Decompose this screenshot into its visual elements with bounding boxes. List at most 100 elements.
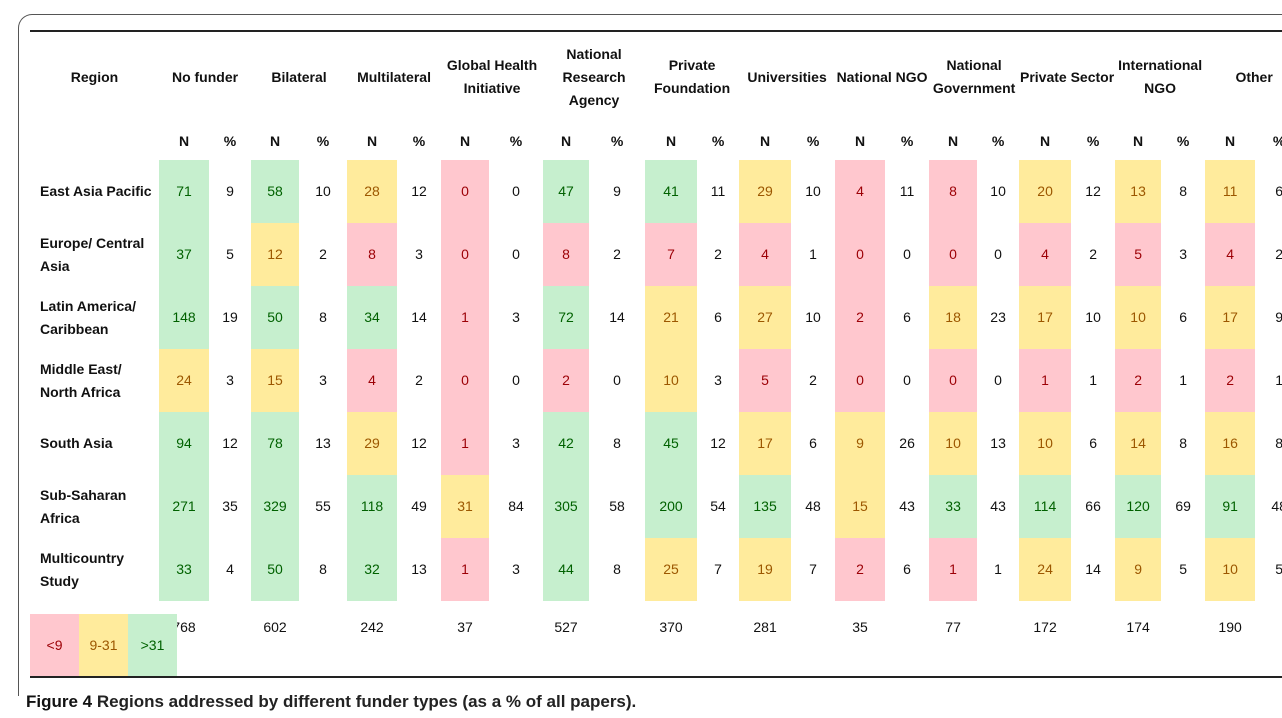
cell-pct: 12 bbox=[411, 435, 427, 451]
cell-n: 15 bbox=[835, 475, 886, 538]
blank bbox=[1071, 601, 1115, 653]
cell-pct: 0 bbox=[512, 183, 520, 199]
data-row: Latin America/ Caribbean 148 19 50 8 34 14 1 3 72… bbox=[30, 286, 1282, 349]
cell-pct: 10 bbox=[805, 309, 821, 325]
cell-n: 20 bbox=[1019, 160, 1072, 223]
cell-pct: 1 bbox=[1179, 372, 1187, 388]
cell-n: 120 bbox=[1115, 475, 1162, 538]
cell-pct: 14 bbox=[1085, 561, 1101, 577]
cell-n: 1 bbox=[441, 286, 490, 349]
cell-n: 29 bbox=[347, 412, 398, 475]
total: 35 bbox=[852, 618, 868, 635]
subheader: % bbox=[610, 132, 624, 149]
total: 602 bbox=[263, 618, 287, 635]
cell-n: 9 bbox=[1115, 538, 1162, 601]
subheader: N bbox=[366, 132, 378, 149]
cell-pct: 1 bbox=[1089, 372, 1097, 388]
total: 174 bbox=[1126, 618, 1150, 635]
subheader: % bbox=[1176, 132, 1190, 149]
cell-n: 33 bbox=[159, 538, 209, 601]
cell-n: 32 bbox=[347, 538, 398, 601]
subheader: N bbox=[665, 132, 677, 149]
cell-pct: 2 bbox=[319, 246, 327, 262]
blank bbox=[791, 601, 835, 653]
cell-pct: 10 bbox=[805, 183, 821, 199]
cell-n: 0 bbox=[835, 349, 886, 412]
cell-pct: 13 bbox=[315, 435, 331, 451]
cell-pct: 6 bbox=[903, 561, 911, 577]
cell-n: 148 bbox=[159, 286, 209, 349]
cell-pct: 11 bbox=[710, 183, 726, 199]
subheader: % bbox=[1086, 132, 1100, 149]
legend-item: >31 bbox=[128, 614, 177, 676]
subheader: % bbox=[806, 132, 820, 149]
cell-pct: 3 bbox=[512, 435, 520, 451]
caption-text: Regions addressed by different funder ty… bbox=[96, 692, 637, 711]
total: 242 bbox=[360, 618, 384, 635]
cell-pct: 14 bbox=[609, 309, 625, 325]
subheader: % bbox=[991, 132, 1005, 149]
total: 768 bbox=[172, 618, 196, 635]
total: 190 bbox=[1218, 618, 1242, 635]
cell-pct: 12 bbox=[1085, 183, 1101, 199]
cell-pct: 43 bbox=[990, 498, 1006, 514]
cell-pct: 55 bbox=[315, 498, 331, 514]
cell-pct: 3 bbox=[512, 309, 520, 325]
cell-n: 1 bbox=[441, 538, 490, 601]
cell-n: 21 bbox=[645, 286, 698, 349]
blank bbox=[1161, 601, 1205, 653]
cell-pct: 3 bbox=[512, 561, 520, 577]
cell-pct: 1 bbox=[994, 561, 1002, 577]
blank bbox=[30, 122, 159, 160]
cell-pct: 8 bbox=[1275, 435, 1282, 451]
header: Region bbox=[70, 68, 119, 85]
data-row: East Asia Pacific 71 9 58 10 28 12 0 0 47 9 41 11 29 1… bbox=[30, 160, 1282, 223]
subheader: N bbox=[178, 132, 190, 149]
subheader: N bbox=[560, 132, 572, 149]
cell-n: 17 bbox=[1019, 286, 1072, 349]
cell-pct: 12 bbox=[222, 435, 238, 451]
cell-pct: 48 bbox=[805, 498, 821, 514]
column-header: International NGO bbox=[1118, 57, 1203, 96]
cell-pct: 2 bbox=[1089, 246, 1097, 262]
cell-pct: 26 bbox=[899, 435, 915, 451]
subheader: % bbox=[316, 132, 330, 149]
cell-n: 271 bbox=[159, 475, 209, 538]
subheader: N bbox=[1225, 132, 1236, 149]
cell-pct: 12 bbox=[710, 435, 726, 451]
cell-n: 14 bbox=[1115, 412, 1162, 475]
cell-n: 10 bbox=[645, 349, 698, 412]
column-header: No funder bbox=[171, 68, 239, 85]
cell-pct: 6 bbox=[903, 309, 911, 325]
blank bbox=[885, 601, 929, 653]
cell-pct: 69 bbox=[1175, 498, 1191, 514]
cell-n: 305 bbox=[543, 475, 590, 538]
cell-n: 13 bbox=[1115, 160, 1162, 223]
legend-item: 9-31 bbox=[79, 614, 128, 676]
cell-pct: 35 bbox=[222, 498, 238, 514]
cell-n: 94 bbox=[159, 412, 209, 475]
cell-pct: 13 bbox=[411, 561, 427, 577]
cell-pct: 5 bbox=[1275, 561, 1282, 577]
row-label: Sub-Saharan Africa bbox=[40, 486, 127, 526]
column-header: Private Sector bbox=[1020, 68, 1115, 85]
cell-n: 4 bbox=[1205, 223, 1256, 286]
cell-n: 24 bbox=[159, 349, 209, 412]
cell-pct: 49 bbox=[411, 498, 427, 514]
row-label: Latin America/ Caribbean bbox=[40, 297, 136, 337]
cell-pct: 6 bbox=[809, 435, 817, 451]
cell-pct: 10 bbox=[1085, 309, 1101, 325]
cell-n: 10 bbox=[1205, 538, 1256, 601]
cell-n: 5 bbox=[739, 349, 792, 412]
cell-n: 114 bbox=[1019, 475, 1072, 538]
total: 281 bbox=[753, 618, 777, 635]
cell-pct: 23 bbox=[990, 309, 1006, 325]
data-row: Middle East/ North Africa 24 3 15 3 4 2 0 0 2 0 10 3… bbox=[30, 349, 1282, 412]
subheader: % bbox=[412, 132, 426, 149]
cell-pct: 8 bbox=[613, 561, 621, 577]
cell-pct: 10 bbox=[990, 183, 1006, 199]
cell-pct: 6 bbox=[1089, 435, 1097, 451]
cell-pct: 3 bbox=[415, 246, 423, 262]
cell-pct: 5 bbox=[226, 246, 234, 262]
cell-n: 2 bbox=[835, 286, 886, 349]
